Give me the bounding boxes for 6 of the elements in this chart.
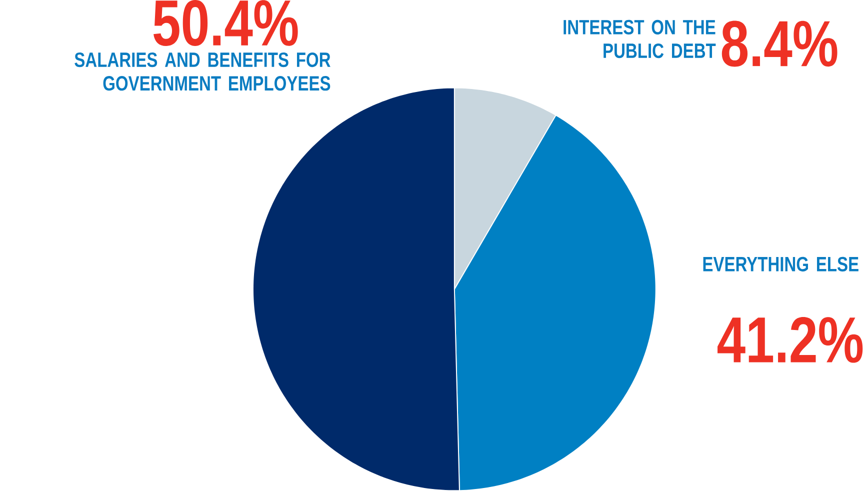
slice-label: SALARIES AND BENEFITS FOR GOVERNMENT EMPLOYEES bbox=[74, 52, 330, 91]
slice-label: EVERYTHING ELSE bbox=[703, 256, 858, 272]
data-label: 41.2% bbox=[718, 316, 863, 363]
slice-label: INTEREST ON THE PUBLIC DEBT bbox=[564, 20, 716, 58]
data-label: 8.4% bbox=[722, 20, 838, 67]
data-label: 50.4% bbox=[154, 0, 298, 46]
